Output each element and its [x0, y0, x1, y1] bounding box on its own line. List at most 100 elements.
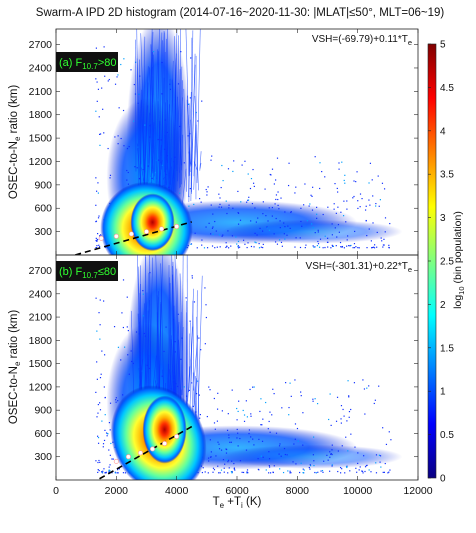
sparse-bin: [288, 406, 290, 409]
sparse-bin: [278, 208, 280, 210]
mean-point: [159, 226, 165, 232]
sparse-bin: [362, 379, 364, 381]
mean-point: [98, 235, 104, 241]
sparse-bin: [384, 217, 387, 219]
sparse-bin: [98, 459, 100, 462]
panel-a-tag-cond: >80: [98, 57, 117, 69]
sparse-bin: [280, 241, 283, 244]
y-tick-label: 1800: [29, 109, 53, 121]
streak: [193, 112, 197, 177]
sparse-bin: [99, 324, 101, 326]
sparse-bin: [340, 211, 342, 213]
sparse-bin: [292, 461, 294, 463]
sparse-bin: [97, 435, 99, 437]
sparse-bin: [273, 465, 275, 467]
sparse-bin: [102, 443, 105, 445]
sparse-bin: [389, 222, 391, 225]
sparse-bin: [274, 241, 277, 243]
sparse-bin: [381, 182, 384, 184]
sparse-bin: [288, 162, 290, 164]
sparse-bin: [261, 230, 264, 232]
sparse-bin: [117, 469, 119, 471]
sparse-bin: [179, 192, 181, 194]
sparse-bin: [166, 131, 168, 134]
sparse-bin: [220, 206, 223, 208]
sparse-bin: [230, 441, 232, 443]
streak: [158, 32, 163, 191]
streak: [152, 51, 157, 180]
sparse-bin: [274, 203, 276, 205]
y-tick-label: 2400: [29, 288, 53, 300]
sparse-bin: [313, 246, 315, 248]
sparse-bin: [107, 80, 109, 82]
sparse-bin: [315, 472, 318, 474]
panel-a-tag-text: (a) F: [59, 57, 83, 69]
sparse-bin: [104, 414, 106, 416]
sparse-bin: [275, 432, 278, 434]
streak: [192, 335, 199, 391]
panel-a-tag-sub: 10.7: [82, 62, 98, 71]
sparse-bin: [295, 463, 297, 465]
y-tick-label: 1500: [29, 358, 53, 370]
sparse-bin: [252, 386, 254, 388]
sparse-bin: [364, 209, 367, 211]
sparse-bin: [388, 471, 390, 473]
sparse-bin: [385, 443, 388, 446]
sparse-bin: [271, 414, 273, 416]
sparse-bin: [309, 465, 312, 467]
sparse-bin: [257, 217, 259, 219]
sparse-bin: [183, 162, 185, 164]
sparse-bin: [371, 247, 373, 249]
sparse-bin: [109, 174, 112, 176]
sparse-bin: [126, 296, 128, 298]
sparse-bin: [316, 217, 318, 219]
sparse-bin: [216, 420, 219, 422]
sparse-bin: [101, 420, 103, 422]
sparse-bin: [128, 146, 130, 148]
sparse-bin: [299, 246, 302, 249]
sparse-bin: [126, 147, 129, 150]
sparse-bin: [317, 471, 319, 473]
streak: [158, 159, 163, 185]
sparse-bin: [377, 175, 379, 177]
sparse-bin: [284, 453, 286, 456]
sparse-bin: [290, 211, 292, 214]
sparse-bin: [340, 405, 343, 407]
sparse-bin: [116, 76, 118, 78]
sparse-bin: [390, 439, 392, 441]
sparse-bin: [299, 237, 301, 239]
sparse-bin: [229, 441, 231, 443]
sparse-bin: [237, 245, 239, 247]
sparse-bin: [188, 205, 190, 207]
sparse-bin: [347, 450, 349, 452]
panel-a-heatmap: [72, 29, 403, 255]
sparse-bin: [123, 346, 126, 348]
sparse-bin: [219, 472, 221, 474]
sparse-bin: [362, 472, 364, 474]
sparse-bin: [214, 247, 216, 249]
sparse-bin: [288, 414, 290, 416]
sparse-bin: [330, 453, 332, 455]
mean-point: [125, 454, 131, 460]
sparse-bin: [108, 466, 110, 468]
sparse-bin: [207, 472, 209, 474]
sparse-bin: [357, 462, 359, 464]
sparse-bin: [314, 246, 316, 248]
sparse-bin: [95, 204, 97, 206]
sparse-bin: [256, 234, 258, 236]
sparse-bin: [101, 87, 103, 89]
sparse-bin: [300, 220, 302, 223]
sparse-bin: [206, 415, 208, 418]
sparse-bin: [388, 247, 390, 249]
sparse-bin: [284, 238, 286, 240]
sparse-bin: [250, 413, 252, 415]
sparse-bin: [95, 177, 97, 179]
sparse-bin: [127, 329, 129, 332]
sparse-bin: [302, 412, 304, 414]
sparse-bin: [176, 385, 179, 388]
sparse-bin: [278, 453, 280, 455]
sparse-bin: [97, 442, 100, 444]
sparse-bin: [348, 410, 351, 413]
sparse-bin: [352, 247, 354, 249]
sparse-bin: [364, 470, 366, 473]
